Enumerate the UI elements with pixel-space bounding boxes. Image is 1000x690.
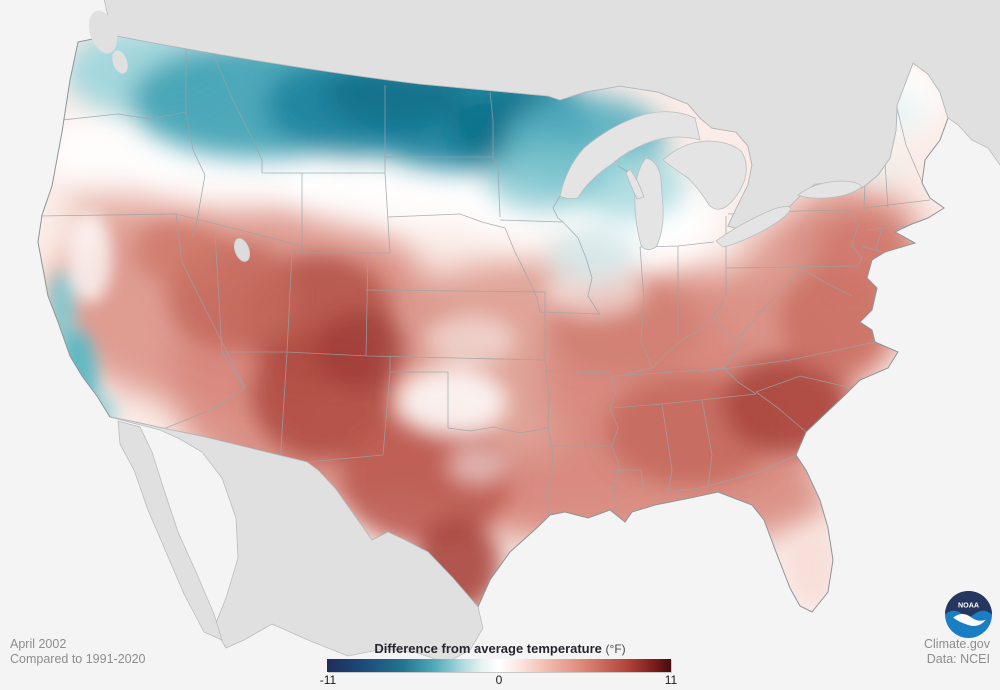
credits: Climate.gov Data: NCEI xyxy=(924,637,990,667)
great-lakes xyxy=(559,111,863,250)
legend-tick-max: 11 xyxy=(664,673,678,687)
lake-huron xyxy=(662,140,747,210)
map-date-line2: Compared to 1991-2020 xyxy=(10,652,146,666)
noaa-logo-top xyxy=(945,591,992,619)
baja-peninsula xyxy=(117,420,223,641)
great-salt-lake xyxy=(233,238,251,262)
noaa-logo-gull xyxy=(953,613,986,626)
legend-title: Difference from average temperature (°F) xyxy=(300,641,700,656)
noaa-logo: NOAA xyxy=(945,591,992,638)
legend-unit: (°F) xyxy=(605,642,626,656)
green-bay xyxy=(625,168,645,200)
state-borders xyxy=(39,44,931,516)
map-date-line1: April 2002 xyxy=(10,637,67,651)
hot-cores-layer xyxy=(135,215,907,612)
vancouver-island xyxy=(88,10,128,74)
legend-title-text: Difference from average temperature xyxy=(374,641,602,656)
credit-site: Climate.gov xyxy=(924,637,990,651)
lake-erie xyxy=(715,206,792,248)
map-date-caption: April 2002 Compared to 1991-2020 xyxy=(10,637,146,667)
credit-data-source: Data: NCEI xyxy=(926,652,990,666)
canada-landmass xyxy=(103,0,1000,231)
mexico-landmass xyxy=(109,416,484,664)
legend-tick-mid: 0 xyxy=(495,673,503,687)
legend-tick-min: -11 xyxy=(319,673,337,687)
legend-colorbar xyxy=(327,659,671,672)
noaa-logo-text: NOAA xyxy=(958,601,979,609)
lake-ontario xyxy=(797,180,863,199)
lake-michigan xyxy=(634,157,664,250)
lake-superior xyxy=(559,111,701,200)
